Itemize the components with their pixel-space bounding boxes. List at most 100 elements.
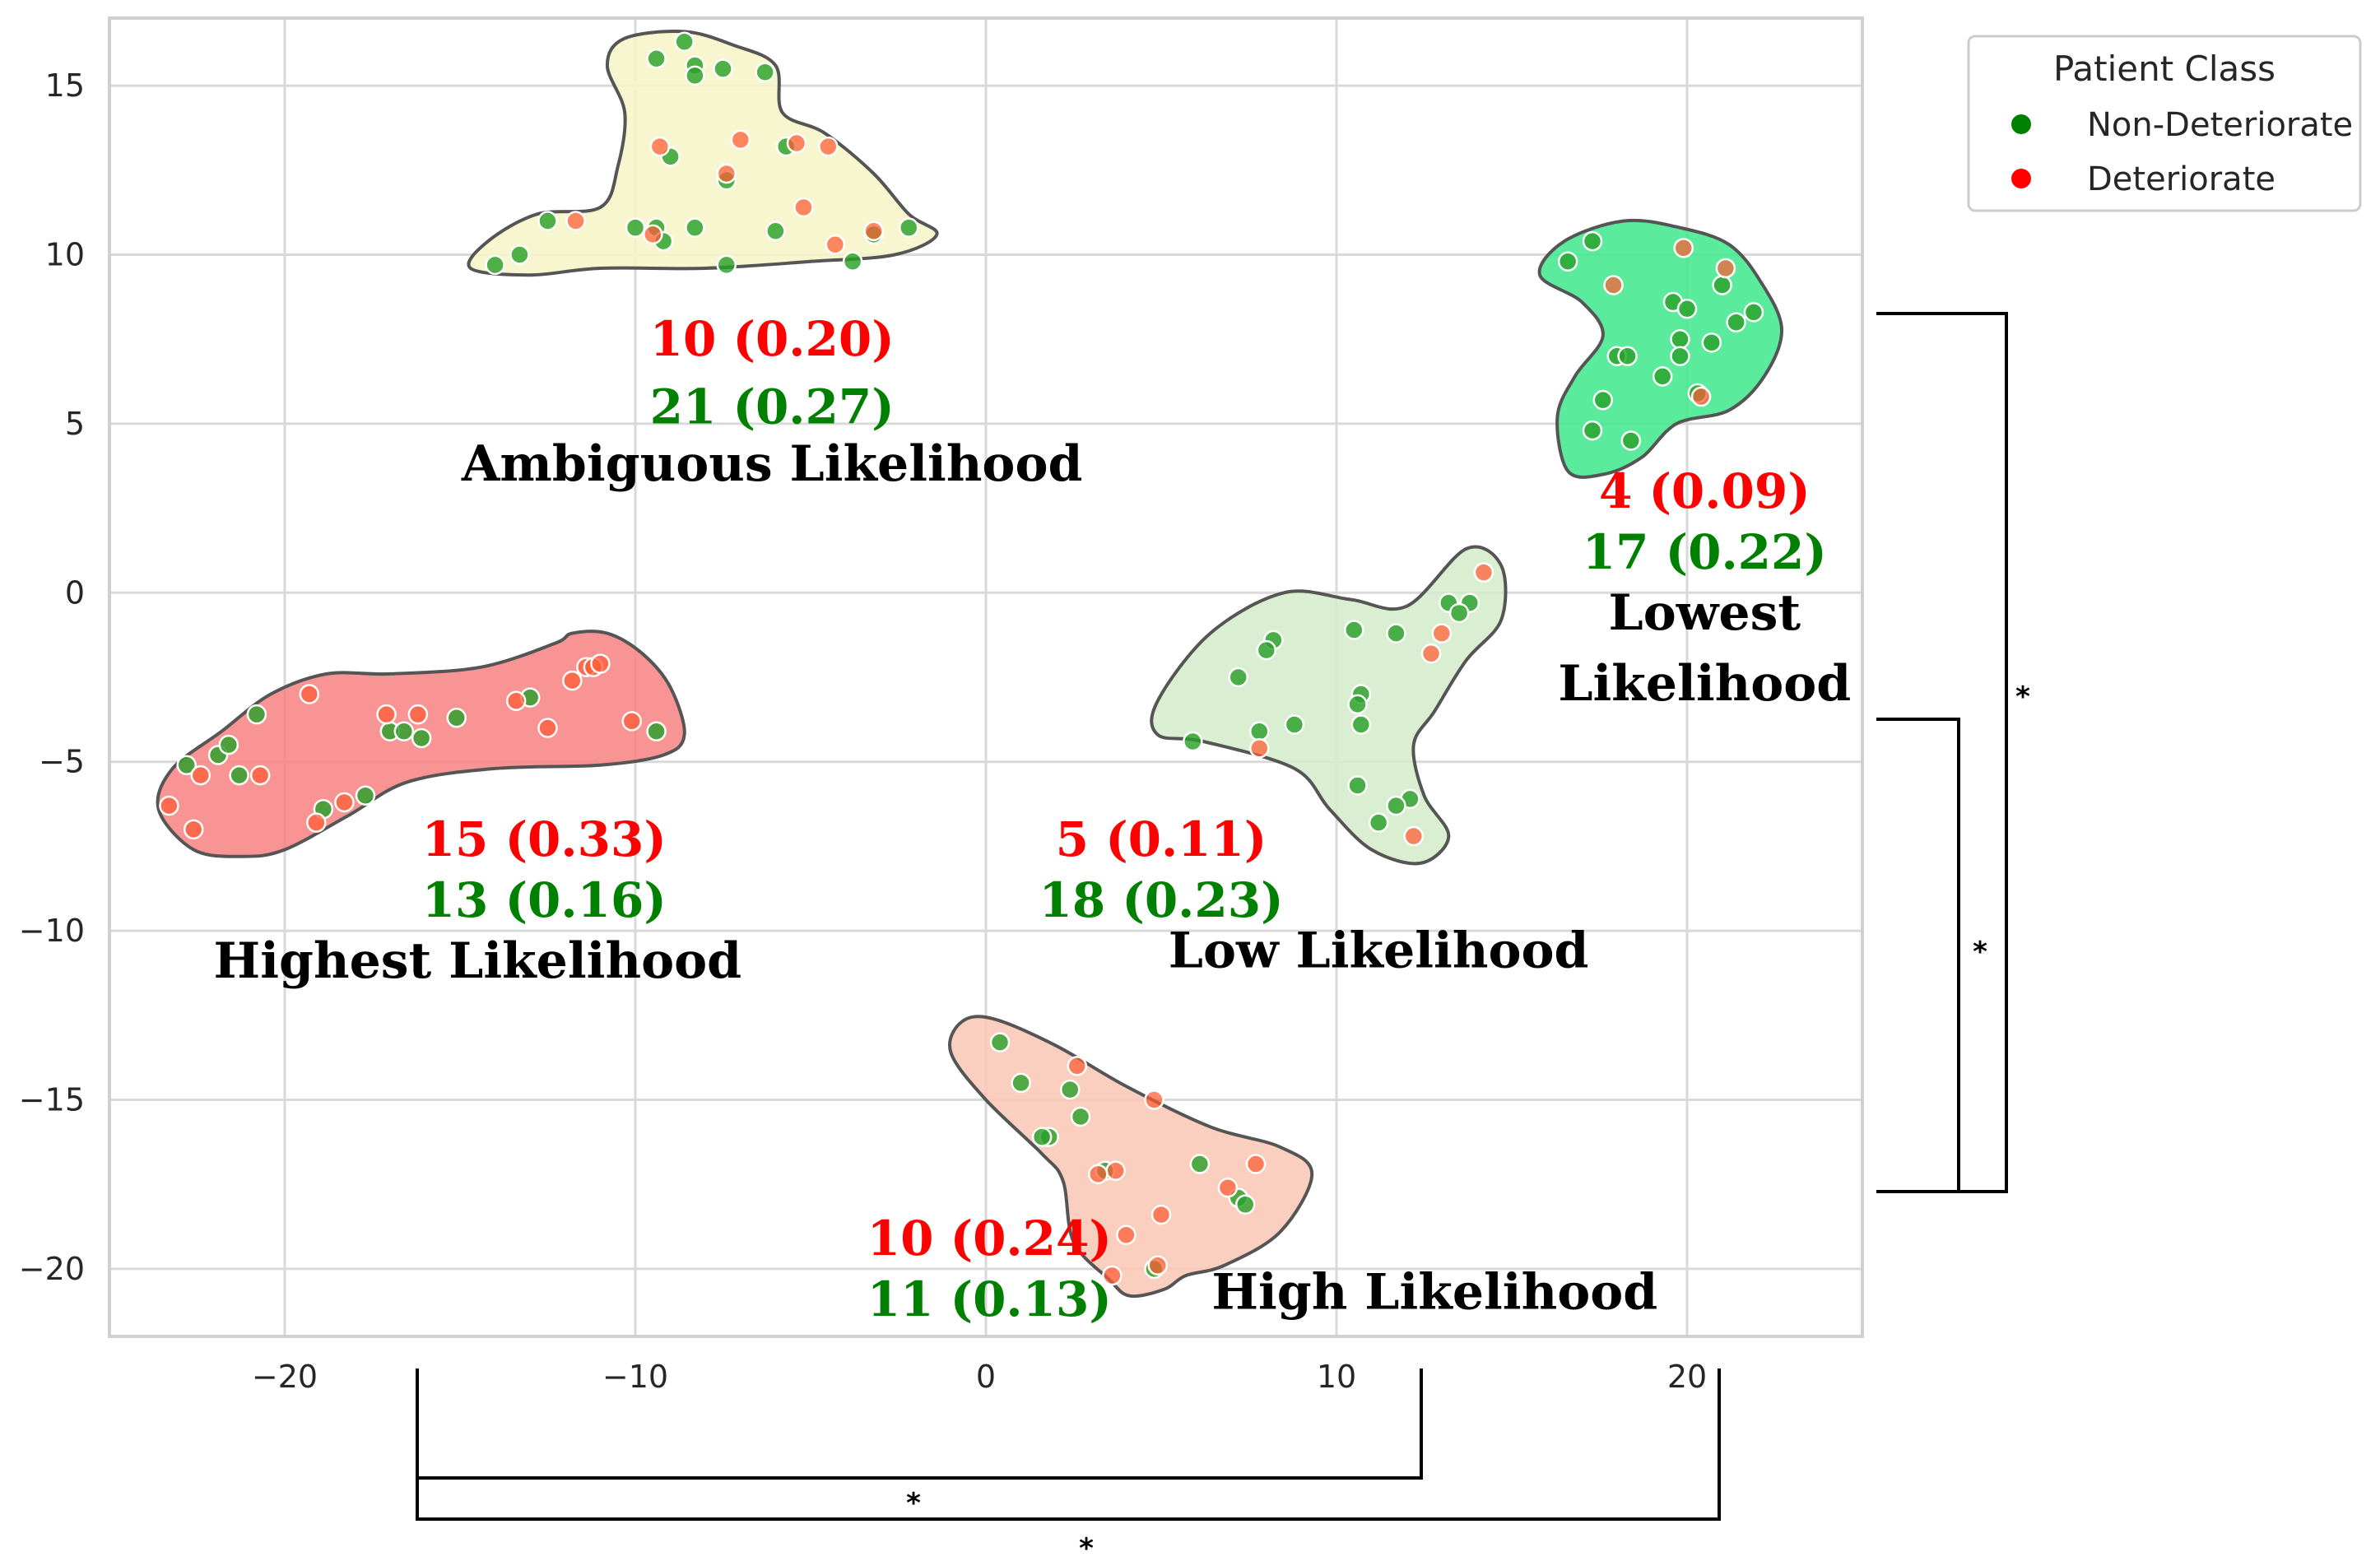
point-non-deteriorate [716, 254, 737, 276]
point-deteriorate [643, 224, 663, 245]
point-non-deteriorate [1249, 721, 1270, 741]
x-tick-label: 20 [1667, 1359, 1707, 1395]
point-non-deteriorate [1386, 623, 1406, 644]
point-deteriorate [1420, 643, 1442, 664]
y-tick-label: 0 [65, 574, 85, 611]
point-non-deteriorate [765, 221, 786, 242]
point-deteriorate [407, 704, 429, 725]
point-non-deteriorate [646, 49, 667, 69]
bracket-highest-vs-lowest [416, 1369, 1721, 1521]
point-non-deteriorate [1350, 714, 1372, 735]
point-non-deteriorate [1234, 1194, 1256, 1215]
point-deteriorate [505, 690, 527, 712]
cluster-annotations: 10 (0.20) 21 (0.27)Ambiguous Likelihood 4 … [214, 311, 1852, 1327]
point-non-deteriorate [842, 251, 863, 272]
point-deteriorate [376, 704, 397, 725]
point-non-deteriorate [393, 721, 415, 741]
point-non-deteriorate [218, 734, 239, 755]
y-tick-label: 15 [45, 67, 85, 104]
count-non-deteriorate-lowest-likelihood: 17 (0.22) [1583, 524, 1827, 580]
point-non-deteriorate [485, 254, 505, 276]
cluster-label-ambiguous-likelihood: Ambiguous Likelihood [461, 435, 1083, 493]
point-non-deteriorate [1031, 1127, 1053, 1147]
point-non-deteriorate [509, 244, 530, 265]
point-non-deteriorate [537, 211, 558, 231]
point-deteriorate [793, 197, 814, 218]
point-non-deteriorate [355, 785, 376, 806]
point-non-deteriorate [1712, 275, 1732, 295]
point-non-deteriorate [1617, 346, 1638, 367]
point-deteriorate [1147, 1255, 1168, 1276]
cluster-label-line: Likelihood [1558, 655, 1851, 713]
point-non-deteriorate [229, 764, 249, 786]
cluster-label-line: Lowest [1609, 584, 1801, 642]
legend-marker-non-deteriorate [2010, 113, 2033, 136]
point-deteriorate [1690, 386, 1712, 407]
data-points [159, 31, 1764, 1286]
point-deteriorate [299, 684, 320, 704]
point-non-deteriorate [755, 62, 775, 82]
point-deteriorate [1088, 1164, 1109, 1185]
point-non-deteriorate [176, 755, 197, 776]
x-tick-label: −10 [602, 1359, 668, 1395]
axes-frame [108, 16, 1864, 1338]
point-non-deteriorate [1347, 775, 1368, 796]
point-non-deteriorate [1448, 602, 1470, 624]
point-non-deteriorate [899, 217, 919, 238]
bracket-lowest-vs-high [1876, 312, 2008, 1193]
point-non-deteriorate [1347, 694, 1368, 715]
point-deteriorate [1715, 258, 1736, 279]
point-non-deteriorate [1386, 795, 1406, 816]
point-deteriorate [306, 812, 327, 833]
x-tick-label: −20 [252, 1359, 318, 1395]
point-deteriorate [1603, 275, 1624, 295]
legend-marker-deteriorate [2010, 167, 2033, 190]
hull-high-likelihood [948, 1015, 1314, 1299]
axes-border [108, 16, 1864, 1338]
point-deteriorate [249, 764, 271, 786]
point-deteriorate [1249, 738, 1270, 759]
significance-star: * [2015, 681, 2030, 713]
point-non-deteriorate [685, 65, 705, 86]
point-non-deteriorate [1070, 1106, 1091, 1127]
x-tick-label: 10 [1317, 1359, 1356, 1395]
count-deteriorate-lowest-likelihood: 4 (0.09) [1599, 463, 1811, 519]
cluster-label-lowest-likelihood: Lowest Likelihood [1558, 584, 1851, 713]
point-non-deteriorate [1743, 302, 1764, 323]
point-non-deteriorate [1344, 620, 1364, 640]
point-non-deteriorate [1701, 332, 1722, 353]
point-deteriorate [1217, 1178, 1239, 1198]
point-non-deteriorate [1059, 1079, 1081, 1100]
x-tick-label: 0 [976, 1359, 996, 1395]
significance-star: * [1973, 936, 1987, 969]
point-deteriorate [590, 653, 611, 674]
bracket-highest-vs-low [416, 1369, 1423, 1480]
point-deteriorate [1102, 1265, 1123, 1286]
point-non-deteriorate [411, 727, 432, 749]
point-deteriorate [825, 234, 846, 255]
count-deteriorate-highest-likelihood: 15 (0.33) [422, 811, 667, 867]
point-non-deteriorate [1670, 328, 1690, 350]
y-tick-label: 10 [45, 237, 85, 273]
point-deteriorate [565, 211, 586, 231]
y-tick-label: 5 [65, 406, 85, 442]
point-non-deteriorate [1670, 346, 1690, 367]
point-deteriorate [1673, 238, 1694, 258]
point-non-deteriorate [713, 58, 733, 79]
count-non-deteriorate-ambiguous-likelihood: 21 (0.27) [650, 379, 895, 434]
y-tick-label: −10 [19, 913, 85, 949]
point-deteriorate [1245, 1154, 1267, 1174]
point-deteriorate [786, 132, 807, 154]
hull-ambiguous-likelihood [467, 30, 939, 277]
y-tick-label: −15 [19, 1081, 85, 1118]
point-deteriorate [562, 670, 583, 691]
point-non-deteriorate [1284, 714, 1305, 735]
legend: Patient Class Non-Deteriorate Deteriorate [1967, 35, 2362, 212]
point-non-deteriorate [1557, 251, 1578, 272]
point-deteriorate [1067, 1056, 1088, 1076]
point-deteriorate [1150, 1204, 1172, 1225]
point-non-deteriorate [1582, 230, 1603, 252]
point-non-deteriorate [1582, 420, 1603, 441]
bracket-low-vs-high [1876, 718, 1960, 1193]
